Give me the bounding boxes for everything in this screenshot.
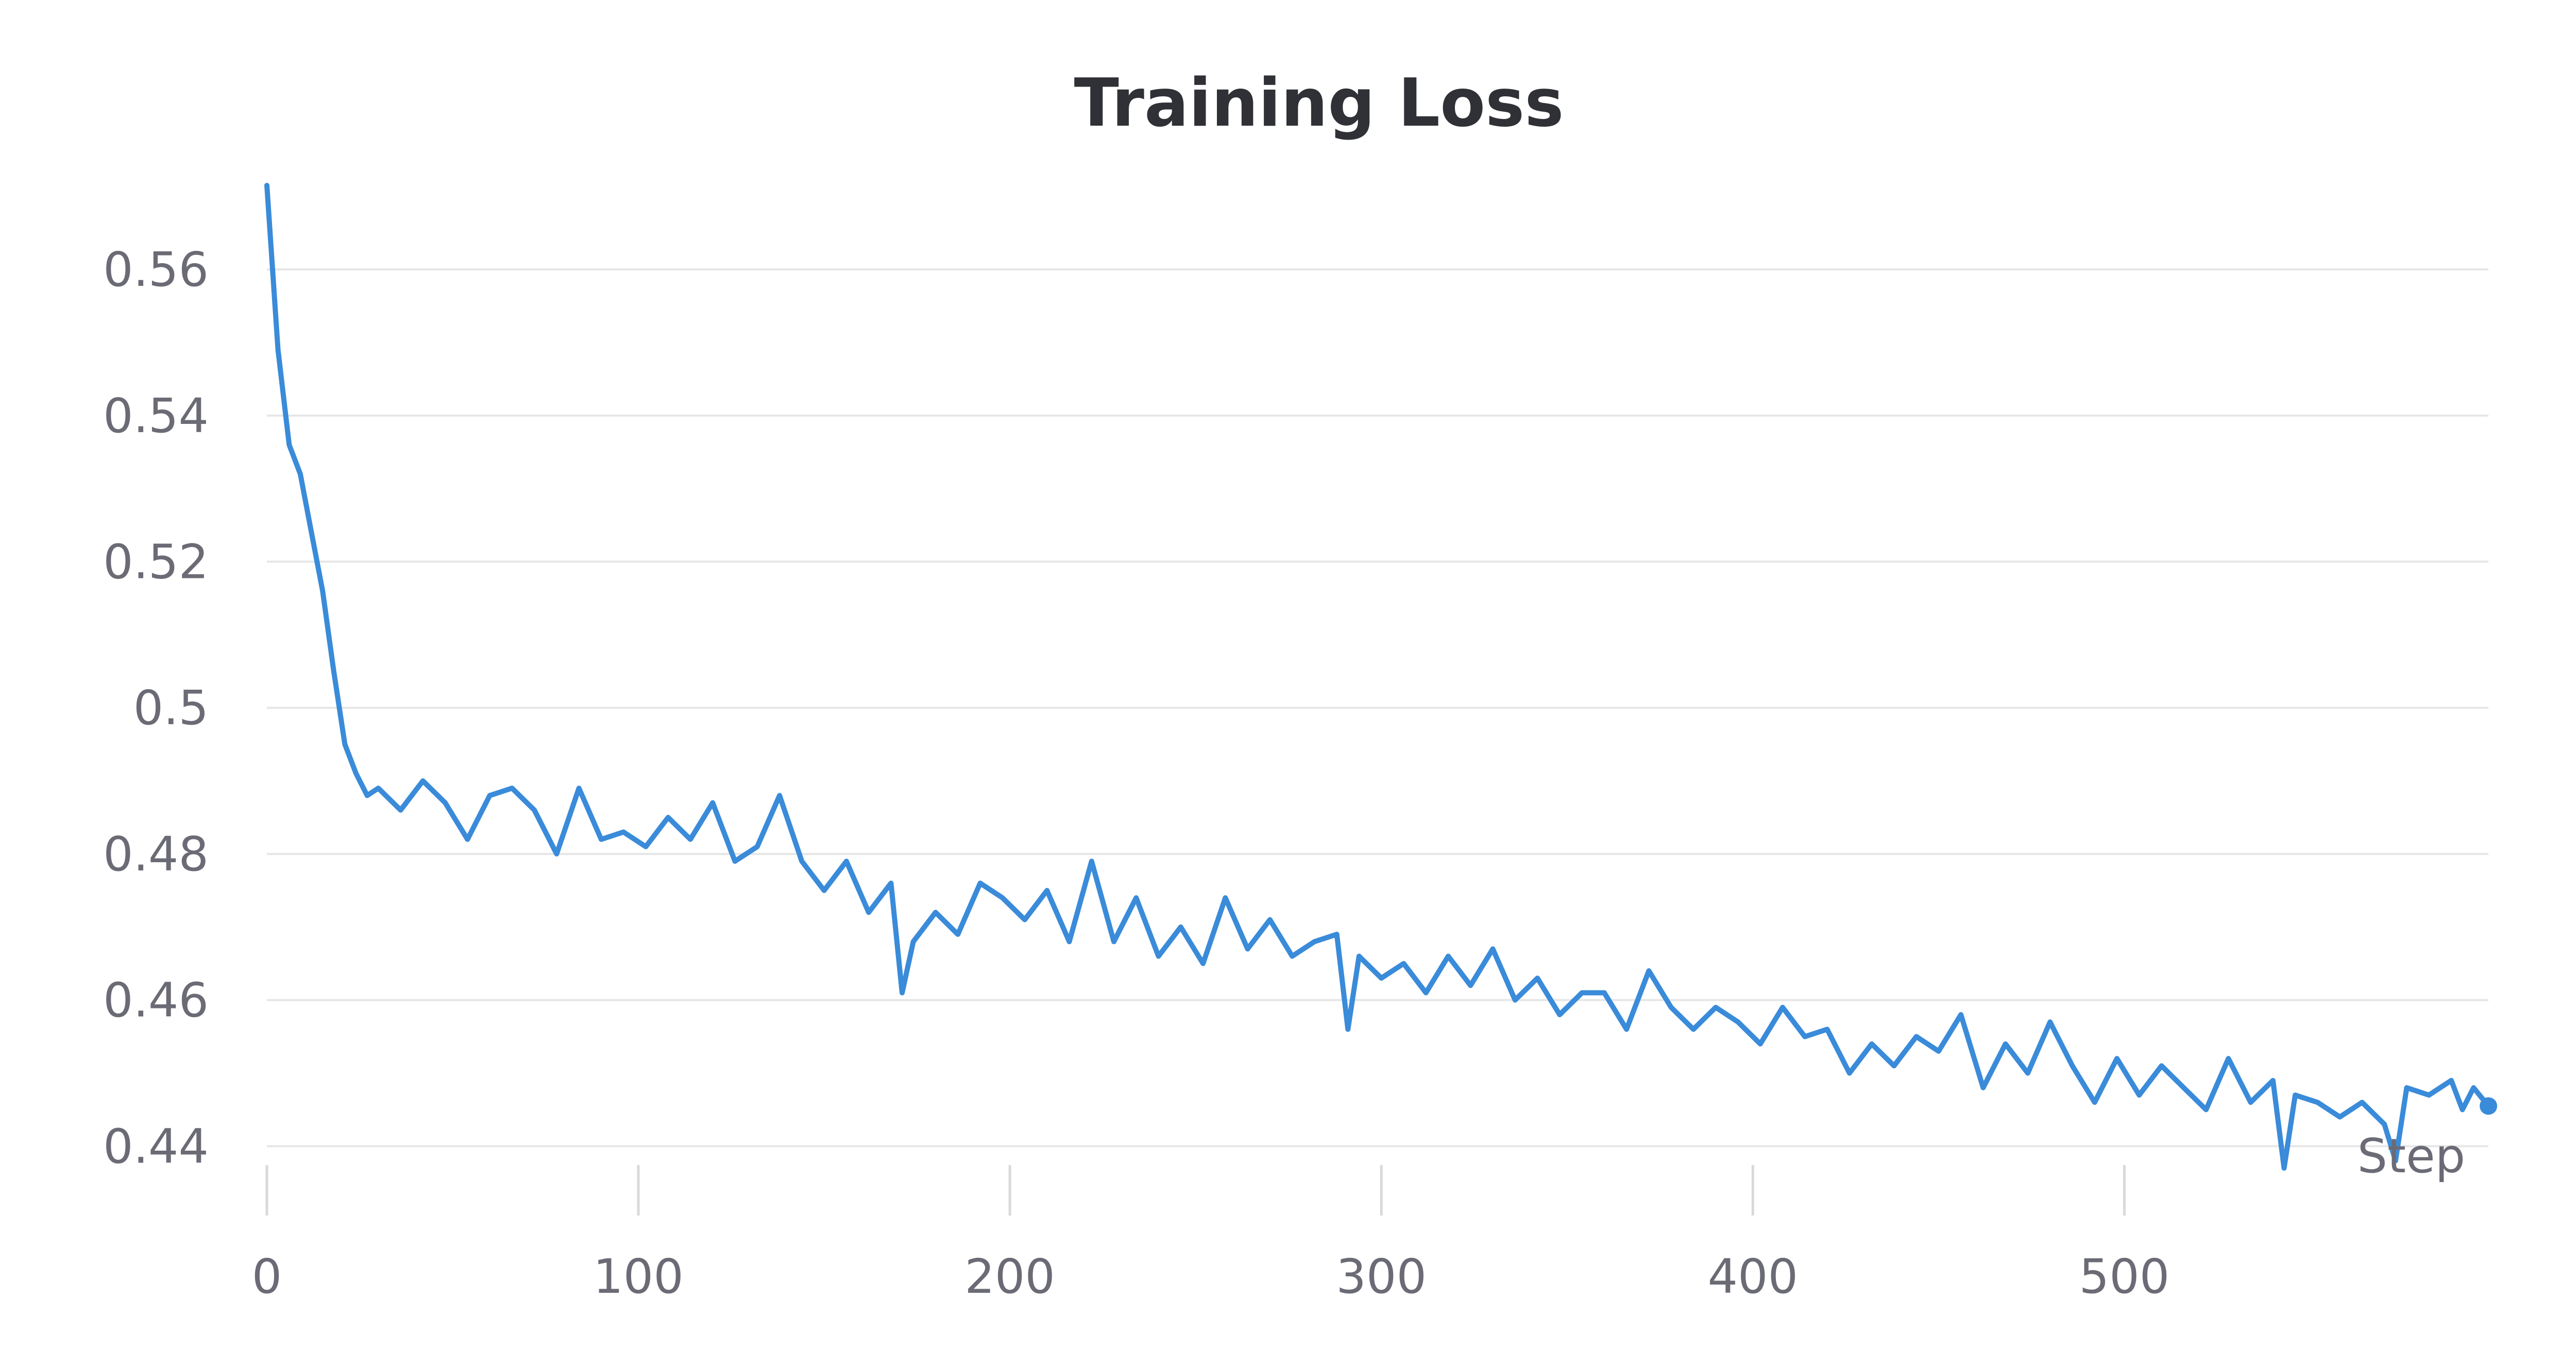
grid-layer xyxy=(267,268,2488,1148)
x-tick-label: 200 xyxy=(964,1249,1055,1304)
series-layer xyxy=(264,183,2497,1171)
x-tick-label: 100 xyxy=(593,1249,684,1304)
x-tick-label: 400 xyxy=(1707,1249,1798,1304)
x-axis-label: Step xyxy=(2358,1128,2465,1184)
x-tick-label: 500 xyxy=(2079,1249,2170,1304)
y-tick-label: 0.48 xyxy=(103,827,209,882)
y-tick-label: 0.54 xyxy=(103,388,209,443)
y-tick-label: 0.44 xyxy=(103,1119,209,1174)
chart-title: Training Loss xyxy=(1074,65,1564,142)
y-tick-label: 0.56 xyxy=(103,242,209,297)
y-tick-label: 0.5 xyxy=(133,680,209,736)
y-tick-label: 0.46 xyxy=(103,973,209,1028)
y-axis-ticks: 0.44 0.46 0.48 0.5 0.52 0.54 0.56 xyxy=(103,242,209,1174)
series-line xyxy=(264,183,2491,1171)
x-tick-label: 0 xyxy=(252,1249,282,1304)
x-axis-ticks: 0 100 200 300 400 500 xyxy=(252,1165,2170,1304)
y-tick-label: 0.52 xyxy=(103,535,209,590)
x-tick-label: 300 xyxy=(1336,1249,1427,1304)
series-endpoint-dot xyxy=(2480,1097,2497,1115)
